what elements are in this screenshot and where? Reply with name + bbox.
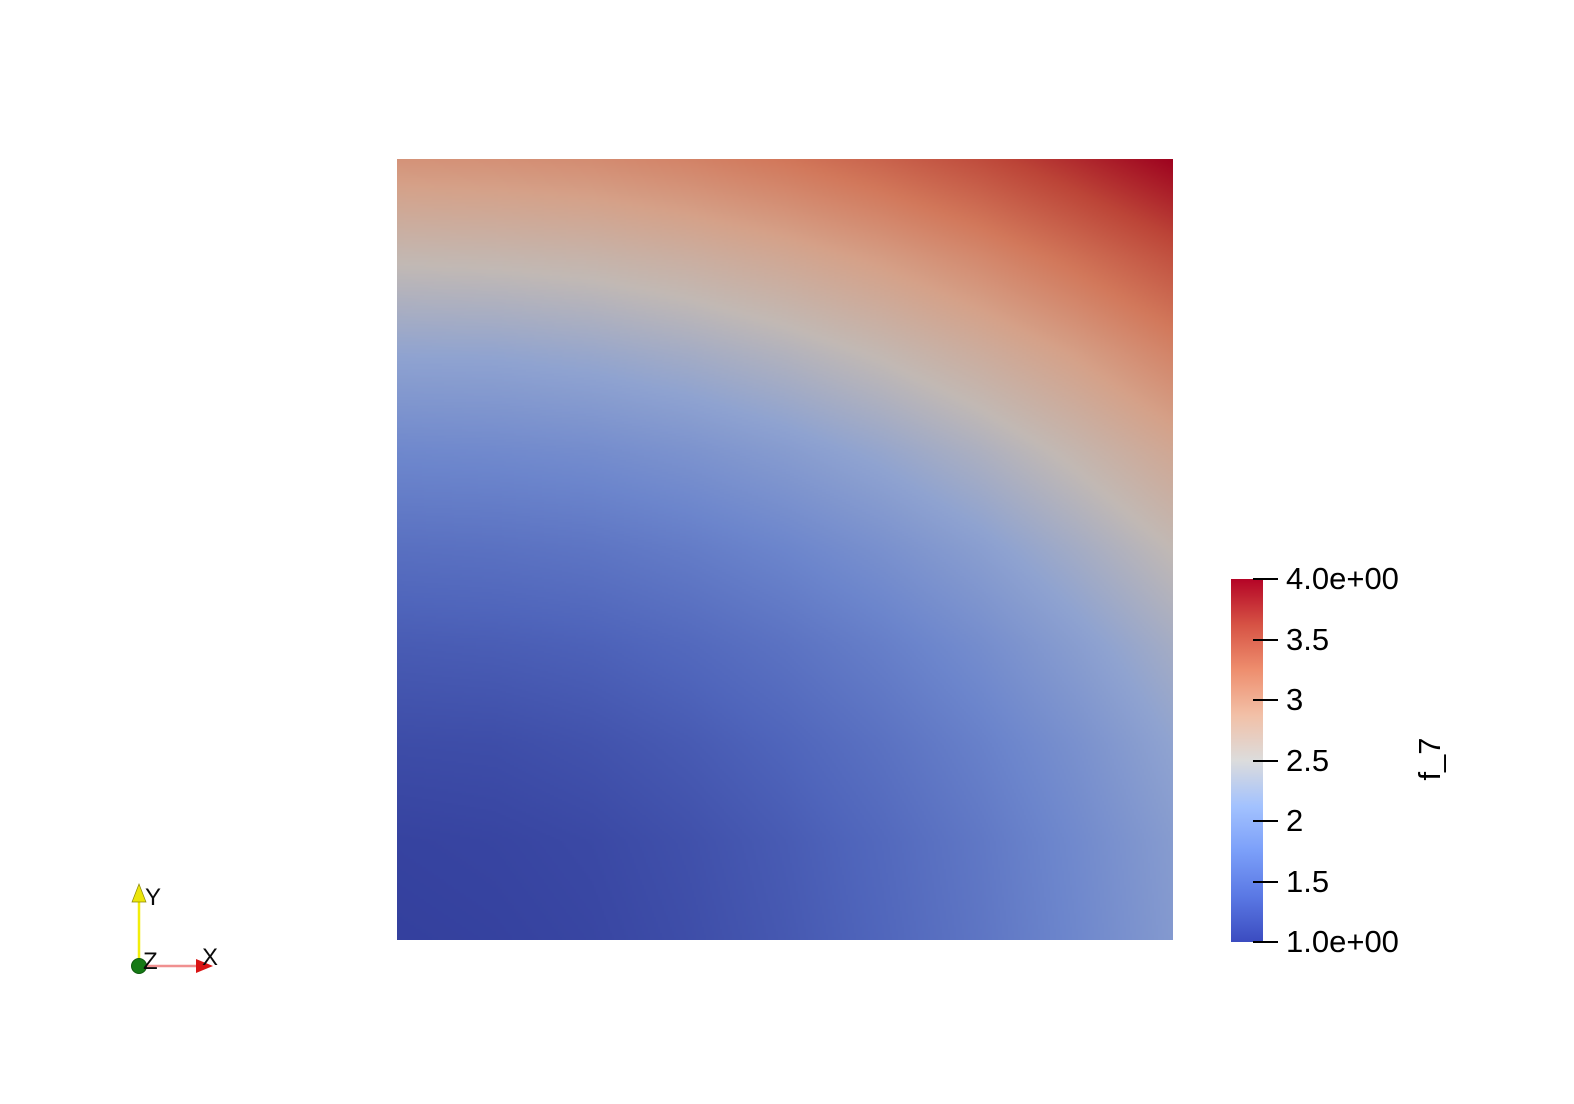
colorbar-tick-label: 2 [1286, 803, 1304, 838]
y-axis-label: Y [145, 884, 161, 911]
colorbar-tick-label: 3.5 [1286, 621, 1330, 657]
colorbar-tick [1253, 638, 1278, 641]
colorbar-tick-label: 4.0e+00 [1286, 561, 1399, 596]
z-axis-label: Z [143, 948, 158, 975]
colorbar-title-text: f_7 [1412, 737, 1447, 781]
colorbar-tick [1253, 880, 1278, 883]
x-axis-arrowhead-icon [196, 959, 213, 973]
colorbar-tick-label: 2.5 [1286, 742, 1330, 778]
colorbar-tick-label: 3 [1286, 682, 1304, 717]
colorbar-tick [1253, 820, 1278, 822]
colorbar-tick [1253, 699, 1278, 701]
colorbar-tick-label: 1.0e+00 [1286, 924, 1399, 959]
field-surface[interactable] [397, 159, 1173, 940]
x-axis-label: X [202, 944, 218, 971]
colorbar-tick-label: 1.5 [1286, 863, 1330, 899]
colorbar-tick [1253, 941, 1278, 943]
orientation-axes-widget: Y Z X [131, 883, 218, 975]
z-axis-dot-icon [131, 958, 147, 974]
colorbar-tick [1253, 578, 1278, 580]
colorbar: 4.0e+00 3.5 3 2.5 2 1.5 1.0e+00 [1231, 563, 1461, 958]
y-axis-arrowhead-icon [131, 883, 147, 903]
colorbar-tick [1253, 759, 1278, 762]
